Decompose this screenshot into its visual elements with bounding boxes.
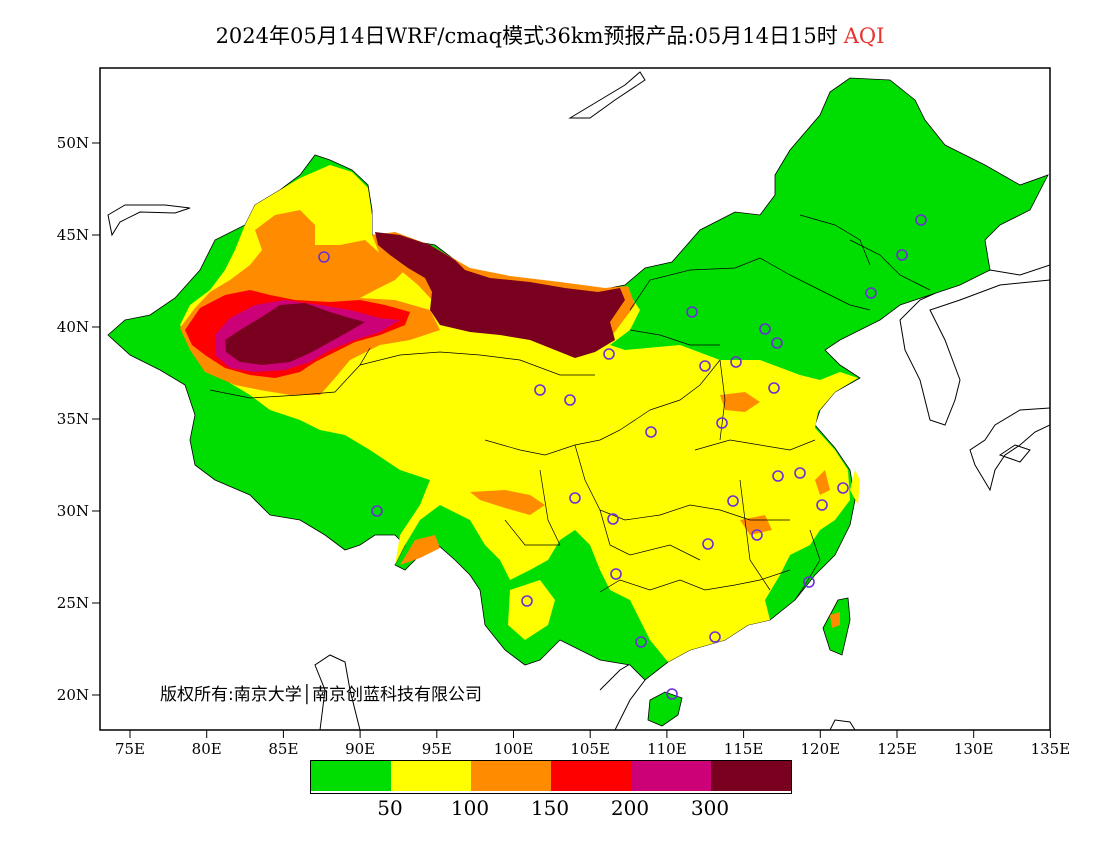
legend-swatch (631, 761, 711, 791)
x-tick-label: 115E (724, 740, 764, 758)
y-tick-label: 30N (57, 502, 89, 520)
province-boundaries (209, 214, 931, 601)
station-marker (610, 568, 622, 580)
x-tick-label: 125E (877, 740, 917, 758)
station-marker (521, 595, 533, 607)
x-tick-label: 75E (115, 740, 145, 758)
station-marker (816, 499, 828, 511)
x-tick-label: 85E (268, 740, 298, 758)
y-tick-label: 25N (57, 594, 89, 612)
station-marker (771, 337, 783, 349)
x-tick-label: 110E (647, 740, 687, 758)
legend-tick-label: 300 (690, 796, 730, 820)
legend-swatch (551, 761, 631, 791)
station-marker (803, 576, 815, 588)
aqi-color-legend (310, 760, 792, 794)
china-aqi-field (107, 77, 1049, 727)
y-tick-label: 45N (57, 226, 89, 244)
x-tick-label: 120E (801, 740, 841, 758)
y-tick-label: 50N (57, 134, 89, 152)
station-marker (772, 470, 784, 482)
x-tick-label: 95E (422, 740, 452, 758)
station-marker (730, 356, 742, 368)
station-marker (896, 249, 908, 261)
station-marker (716, 417, 728, 429)
map-title: 2024年05月14日WRF/cmaq模式36km预报产品:05月14日15时 A… (0, 20, 1100, 50)
y-tick-label: 20N (57, 686, 89, 704)
station-marker (371, 505, 383, 517)
x-tick-label: 105E (570, 740, 610, 758)
x-tick-label: 80E (192, 740, 222, 758)
y-tick-label: 35N (57, 410, 89, 428)
station-marker (534, 384, 546, 396)
map-frame (99, 67, 1051, 731)
station-markers (318, 214, 927, 700)
station-marker (666, 688, 678, 700)
legend-swatch (311, 761, 391, 791)
station-marker (686, 306, 698, 318)
station-marker (865, 287, 877, 299)
station-marker (727, 495, 739, 507)
station-marker (607, 513, 619, 525)
legend-swatch (711, 761, 791, 791)
x-tick-label: 90E (345, 740, 375, 758)
station-marker (318, 251, 330, 263)
y-tick-label: 40N (57, 318, 89, 336)
legend-tick-label: 200 (610, 796, 650, 820)
title-aqi-tag: AQI (843, 24, 885, 48)
x-tick-label: 100E (494, 740, 534, 758)
station-marker (645, 426, 657, 438)
neighbor-coastlines (107, 71, 1050, 730)
station-marker (569, 492, 581, 504)
x-tick-label: 135E (1031, 740, 1071, 758)
station-marker (751, 529, 763, 541)
copyright-text: 版权所有:南京大学│南京创蓝科技有限公司 (160, 685, 482, 705)
legend-tick-label: 50 (377, 796, 403, 820)
title-text: 2024年05月14日WRF/cmaq模式36km预报产品:05月14日15时 (215, 24, 838, 48)
station-marker (794, 467, 806, 479)
x-tick-label: 130E (954, 740, 994, 758)
station-marker (709, 631, 721, 643)
station-marker (768, 382, 780, 394)
legend-swatch (391, 761, 471, 791)
station-marker (702, 538, 714, 550)
station-marker (564, 394, 576, 406)
legend-tick-label: 150 (530, 796, 570, 820)
legend-tick-label: 100 (450, 796, 490, 820)
axis-ticks: 75E 80E 85E 90E 95E 100E 105E 110E 115E 120E 125E 1… (57, 134, 1070, 758)
station-marker (759, 323, 771, 335)
station-marker (915, 214, 927, 226)
station-marker (699, 360, 711, 372)
station-marker (837, 482, 849, 494)
station-marker (603, 348, 615, 360)
station-marker (635, 636, 647, 648)
legend-swatch (471, 761, 551, 791)
